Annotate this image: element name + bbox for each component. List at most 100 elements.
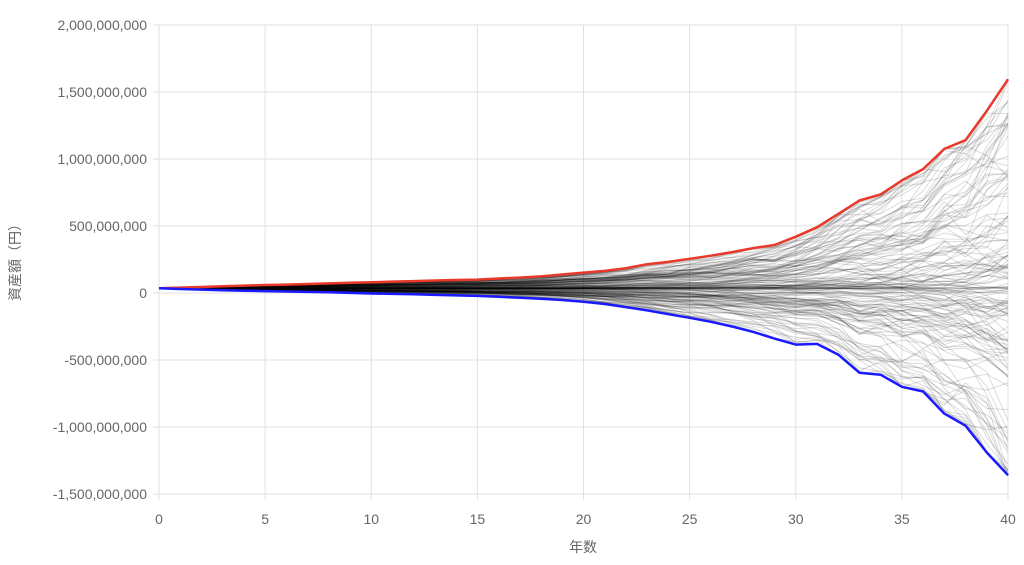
- simulation-path: [158, 287, 1009, 359]
- simulation-path: [158, 268, 1009, 289]
- simulation-path: [158, 287, 1009, 342]
- y-tick-label: 1,500,000,000: [57, 84, 147, 100]
- simulation-path: [158, 215, 1009, 289]
- y-tick-label: 500,000,000: [69, 218, 147, 234]
- simulation-path: [158, 287, 1009, 305]
- simulation-path: [158, 183, 1009, 289]
- simulation-path: [158, 274, 1009, 289]
- simulation-path: [158, 287, 1009, 476]
- y-axis-title: 資産額（円）: [7, 217, 23, 301]
- simulation-path: [158, 187, 1009, 289]
- simulation-path: [158, 287, 1009, 378]
- simulation-path: [158, 287, 1009, 439]
- simulation-path: [158, 114, 1009, 289]
- simulation-path: [159, 283, 1009, 294]
- x-axis-title: 年数: [569, 539, 597, 555]
- simulation-path: [158, 263, 1009, 289]
- simulation-path: [158, 79, 1009, 289]
- simulation-path: [158, 79, 1009, 289]
- simulation-path: [159, 253, 1009, 291]
- simulation-path: [159, 172, 1009, 289]
- y-tick-label: -1,000,000,000: [53, 419, 147, 435]
- simulation-path: [158, 99, 1009, 289]
- simulation-path: [158, 112, 1009, 289]
- simulation-path: [158, 282, 1009, 322]
- simulation-path: [158, 282, 1009, 289]
- simulation-path: [158, 287, 1009, 476]
- y-tick-label: 2,000,000,000: [57, 17, 147, 33]
- simulation-path: [158, 79, 1009, 289]
- simulation-path: [158, 212, 1009, 289]
- simulation-path: [158, 250, 1009, 291]
- simulation-path: [159, 274, 1009, 292]
- simulation-path: [158, 286, 1009, 350]
- simulation-path: [158, 260, 1009, 289]
- x-tick-label: 30: [788, 511, 804, 527]
- simulation-path: [159, 285, 1009, 294]
- x-axis: 0 5 10 15 20 25 30 35 40: [155, 511, 1016, 527]
- simulation-path: [158, 263, 1009, 291]
- simulation-path: [158, 159, 1009, 289]
- simulation-path: [158, 283, 1009, 308]
- simulation-path: [159, 287, 1009, 322]
- simulation-path: [158, 256, 1009, 289]
- x-tick-label: 25: [682, 511, 698, 527]
- x-tick-label: 10: [363, 511, 379, 527]
- simulation-path: [158, 215, 1009, 289]
- simulation-path: [158, 287, 1009, 355]
- simulation-path: [158, 123, 1009, 289]
- simulation-path: [158, 287, 1009, 340]
- simulation-path: [158, 254, 1009, 290]
- y-tick-label: 0: [139, 285, 147, 301]
- simulation-path: [158, 287, 1009, 340]
- x-tick-label: 40: [1000, 511, 1016, 527]
- simulation-path: [158, 125, 1009, 289]
- simulation-path: [158, 287, 1009, 326]
- simulation-path: [158, 287, 1009, 360]
- simulation-path: [158, 154, 1009, 289]
- simulation-path: [159, 286, 1009, 334]
- y-tick-label: 1,000,000,000: [57, 151, 147, 167]
- simulation-path: [158, 277, 1009, 291]
- simulation-path: [158, 287, 1009, 345]
- simulation-path: [158, 287, 1009, 336]
- simulation-path: [159, 266, 1009, 289]
- simulation-path: [158, 112, 1009, 289]
- simulation-path: [159, 225, 1009, 289]
- lower-bound-series-line: [158, 287, 1009, 477]
- simulation-path: [158, 287, 1009, 378]
- simulation-path: [159, 287, 1009, 432]
- simulation-path: [159, 251, 1009, 289]
- simulation-path: [158, 287, 1009, 342]
- simulation-path: [158, 173, 1009, 289]
- simulation-path: [158, 287, 1009, 476]
- simulation-path: [158, 284, 1009, 295]
- simulation-path: [159, 283, 1009, 309]
- simulation-path: [158, 220, 1009, 289]
- simulation-path: [159, 238, 1009, 289]
- simulation-path: [158, 239, 1009, 289]
- x-tick-label: 5: [261, 511, 269, 527]
- simulation-path: [159, 287, 1009, 342]
- simulation-path: [158, 287, 1009, 443]
- simulation-path: [158, 287, 1009, 377]
- simulation-path: [159, 79, 1009, 289]
- simulation-path: [158, 265, 1009, 289]
- simulation-path: [158, 287, 1009, 315]
- simulation-path: [158, 287, 1009, 299]
- simulation-path: [158, 287, 1009, 319]
- simulation-path: [158, 287, 1009, 450]
- simulation-path: [158, 287, 1009, 314]
- simulation-path: [159, 287, 1009, 434]
- x-tick-label: 0: [155, 511, 163, 527]
- y-axis: -1,500,000,000 -1,000,000,000 -500,000,000…: [53, 17, 147, 502]
- simulation-path: [158, 287, 1009, 315]
- simulation-path: [158, 287, 1009, 340]
- simulation-path: [159, 287, 1009, 310]
- simulation-path: [158, 286, 1009, 295]
- simulation-path: [158, 268, 1009, 308]
- simulation-path: [158, 287, 1009, 476]
- simulation-path: [158, 287, 1009, 371]
- simulation-path: [158, 125, 1009, 289]
